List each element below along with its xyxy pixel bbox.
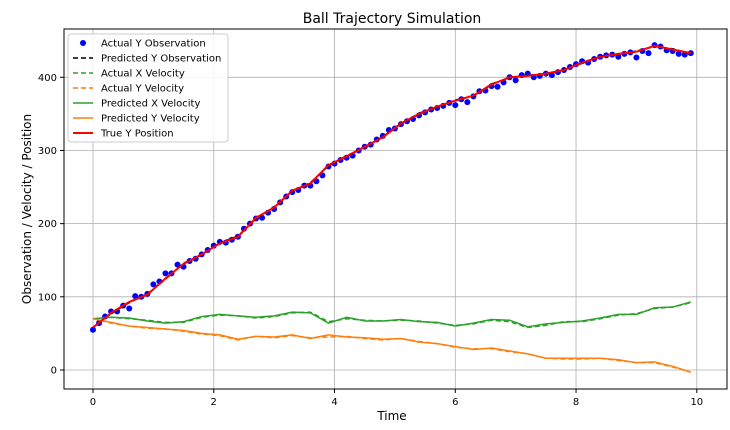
x-tick-label: 8 bbox=[573, 397, 579, 408]
chart-title: Ball Trajectory Simulation bbox=[303, 11, 482, 27]
legend-label: Predicted Y Observation bbox=[101, 54, 221, 65]
series-line-actual-x-velocity bbox=[92, 301, 691, 329]
x-tick-label: 0 bbox=[90, 397, 96, 408]
x-axis-label: Time bbox=[376, 409, 406, 423]
series-line-predicted-x-velocity bbox=[92, 301, 691, 328]
x-tick-label: 6 bbox=[452, 397, 458, 408]
y-tick-label: 400 bbox=[38, 73, 57, 84]
observation-point bbox=[132, 293, 139, 300]
legend-label: Actual Y Observation bbox=[101, 39, 206, 50]
y-tick-label: 300 bbox=[38, 146, 57, 157]
series-line-actual-y-velocity bbox=[92, 318, 691, 373]
observation-point bbox=[464, 99, 471, 106]
legend-label: Actual Y Velocity bbox=[101, 84, 184, 95]
legend-box bbox=[67, 33, 229, 143]
series-line-predicted-y-velocity bbox=[92, 318, 692, 373]
observation-point bbox=[89, 326, 96, 333]
plot-area bbox=[89, 42, 694, 373]
observation-point bbox=[126, 305, 133, 312]
observation-point bbox=[645, 50, 652, 57]
legend-label: Predicted X Velocity bbox=[101, 99, 200, 110]
legend-label: Actual X Velocity bbox=[101, 69, 185, 80]
observation-point bbox=[675, 50, 682, 57]
observation-point bbox=[174, 261, 181, 268]
legend: Actual Y Observation Predicted Y Observat… bbox=[67, 33, 229, 143]
legend-marker bbox=[80, 40, 86, 46]
legend-label: True Y Position bbox=[100, 129, 174, 140]
observation-point bbox=[633, 54, 640, 61]
observation-point bbox=[162, 270, 169, 277]
y-tick-label: 0 bbox=[51, 365, 57, 376]
axes-frame bbox=[63, 28, 728, 390]
y-tick-label: 100 bbox=[38, 292, 57, 303]
y-axis-label: Observation / Velocity / Position bbox=[20, 114, 34, 304]
x-tick-label: 2 bbox=[211, 397, 217, 408]
y-tick-label: 200 bbox=[38, 219, 57, 230]
series-line-true-y-position bbox=[92, 44, 691, 329]
x-tick-label: 4 bbox=[331, 397, 337, 408]
observation-point bbox=[512, 77, 519, 84]
legend-label: Predicted Y Velocity bbox=[101, 114, 200, 125]
observation-point bbox=[494, 83, 501, 90]
x-tick-label: 10 bbox=[690, 397, 703, 408]
observation-point bbox=[452, 102, 459, 109]
observation-point bbox=[150, 281, 157, 288]
